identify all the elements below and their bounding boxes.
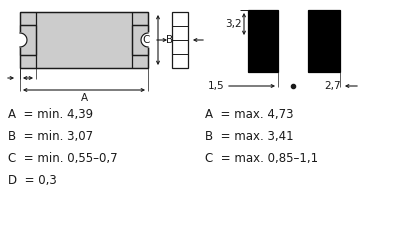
- Circle shape: [13, 33, 27, 47]
- Text: C  = min. 0,55–0,7: C = min. 0,55–0,7: [8, 152, 118, 165]
- Circle shape: [141, 33, 155, 47]
- Bar: [20, 25, 36, 55]
- Bar: [308, 10, 340, 72]
- Text: A: A: [80, 93, 88, 103]
- Text: B: B: [166, 35, 173, 45]
- Bar: [248, 10, 278, 72]
- Text: 1,5: 1,5: [207, 81, 224, 91]
- Text: A  = max. 4,73: A = max. 4,73: [205, 108, 294, 121]
- Text: D  = 0,3: D = 0,3: [8, 174, 57, 187]
- Text: 3,2: 3,2: [225, 19, 242, 29]
- Text: 2,7: 2,7: [324, 81, 341, 91]
- Text: C: C: [143, 35, 150, 45]
- Text: A  = min. 4,39: A = min. 4,39: [8, 108, 93, 121]
- Bar: [132, 25, 148, 55]
- Text: B  = max. 3,41: B = max. 3,41: [205, 130, 294, 143]
- Bar: [20, 12, 148, 68]
- Text: B  = min. 3,07: B = min. 3,07: [8, 130, 93, 143]
- Text: C  = max. 0,85–1,1: C = max. 0,85–1,1: [205, 152, 318, 165]
- Bar: [172, 12, 188, 68]
